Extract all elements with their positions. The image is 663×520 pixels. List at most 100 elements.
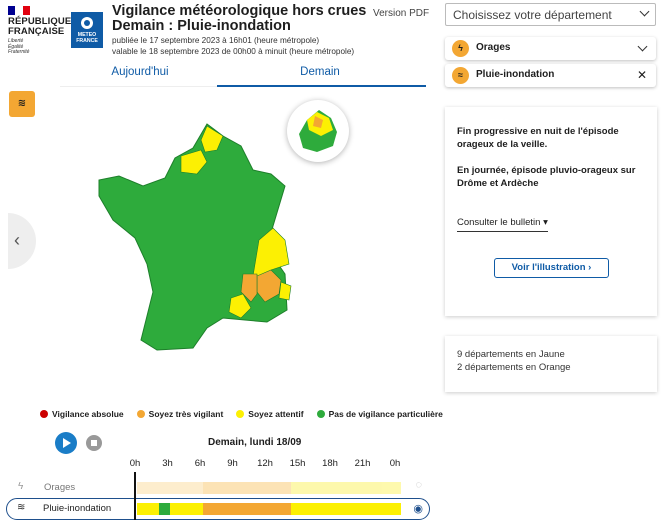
hour-label: 15h [289, 458, 306, 469]
orages-minimap-shape [299, 110, 337, 152]
close-icon[interactable]: ✕ [636, 68, 647, 82]
bulletin-text-1: Fin progressive en nuit de l'épisode ora… [457, 126, 619, 150]
meteo-logo-icon [81, 17, 93, 29]
row-label: Orages [44, 482, 76, 493]
nord-region[interactable] [200, 125, 224, 153]
consult-bulletin-dropdown[interactable]: Consulter le bulletin ▾ [457, 216, 548, 232]
hour-label: 0h [129, 458, 141, 469]
hour-label: 18h [322, 458, 338, 469]
tab-today[interactable]: Aujourd'hui [111, 66, 169, 78]
timeline-cursor[interactable] [134, 472, 136, 520]
eye-off-icon[interactable]: ◌ [415, 479, 422, 491]
play-button[interactable] [55, 432, 77, 454]
view-illustration-button[interactable]: Voir l'illustration › [494, 258, 609, 278]
orages-minimap[interactable] [287, 100, 349, 162]
metropole-region[interactable] [98, 123, 288, 351]
meteo-france-logo: METEO FRANCE [71, 12, 103, 48]
caret-down-icon: ▾ [543, 217, 548, 228]
legend-item: Pas de vigilance particulière [316, 409, 443, 419]
tab-tomorrow[interactable]: Demain [300, 66, 340, 78]
chevron-left-icon: ‹ [14, 230, 20, 250]
timeline-segment [203, 482, 291, 494]
var-region[interactable] [278, 281, 292, 301]
consult-bulletin-label: Consulter le bulletin [457, 217, 541, 228]
page-title: Vigilance météorologique hors crues Demai… [112, 4, 367, 34]
hour-label: 3h [162, 458, 173, 469]
legend-label: Soyez attentif [248, 409, 304, 419]
timeline-segment [137, 482, 203, 494]
republique-francaise-logo: RÉPUBLIQUE FRANÇAISE Liberté Égalité Frate… [8, 6, 72, 56]
gard-region[interactable] [228, 293, 252, 319]
hour-label: 21h [354, 458, 371, 469]
yellow-dot-icon [236, 410, 245, 418]
aisne-region[interactable] [180, 149, 208, 175]
meteo-logo-text: METEO FRANCE [76, 32, 98, 44]
day-tabs: Aujourd'hui Demain [60, 66, 426, 88]
timeline-segment [137, 503, 159, 515]
publication-info: publiée le 17 septembre 2023 à 16h01 (he… [112, 35, 354, 57]
legend-item: Soyez très vigilant [136, 409, 224, 419]
timeline-hours: 0h 3h 6h 9h 12h 15h 18h 21h 0h [120, 458, 420, 472]
chevron-down-icon[interactable] [637, 41, 648, 52]
title-line-2: Demain : Pluie-inondation [112, 18, 291, 34]
hour-label: 0h [389, 458, 401, 469]
rain-flood-icon: ≋ [17, 502, 26, 513]
department-select[interactable]: Choisissez votre département [445, 3, 656, 26]
flag-icon [8, 6, 30, 15]
lightning-icon: ϟ [452, 40, 469, 57]
chevron-right-icon: › [588, 262, 592, 273]
legend-label: Soyez très vigilant [148, 409, 224, 419]
hour-label: 9h [227, 458, 238, 469]
pdf-link[interactable]: Version PDF [373, 8, 430, 19]
bulletin-text-2: En journée, épisode pluvio-orageux sur D… [457, 165, 636, 189]
france-vigilance-map[interactable] [95, 122, 305, 372]
timeline-row-pluie-inondation[interactable]: ≋ Pluie-inondation ◉ [6, 498, 430, 520]
stop-button[interactable] [86, 435, 102, 451]
republic-line-2: FRANÇAISE [8, 26, 65, 37]
red-dot-icon [40, 410, 48, 418]
timeline-segment [170, 503, 203, 515]
legend-item: Soyez attentif [236, 409, 304, 419]
validity-date: valable le 18 septembre 2023 de 00h00 à … [112, 47, 355, 56]
eye-icon[interactable]: ◉ [413, 503, 423, 515]
hour-label: 12h [257, 458, 273, 469]
republic-line-1: RÉPUBLIQUE [8, 16, 72, 27]
title-line-1: Vigilance météorologique hors crues [112, 3, 367, 19]
timeline-date: Demain, lundi 18/09 [208, 437, 302, 448]
department-stats: 9 départements en Jaune 2 départements e… [445, 336, 657, 392]
hour-label: 6h [194, 458, 206, 469]
phenomenon-orages[interactable]: ϟ Orages [445, 37, 656, 60]
motto-2: Égalité [8, 43, 24, 50]
ardeche-region[interactable] [240, 273, 258, 303]
green-dot-icon [316, 410, 325, 418]
vigilance-legend: Vigilance absolue Soyez très vigilant So… [40, 409, 443, 419]
pluie-inondation-bar [137, 503, 401, 515]
phenomenon-pluie-inondation[interactable]: ≈ Pluie-inondation ✕ [445, 64, 656, 87]
orages-bar [137, 482, 401, 494]
rain-flood-icon: ≈ [452, 67, 469, 84]
timeline-segment [291, 482, 401, 494]
published-date: publiée le 17 septembre 2023 à 16h01 (he… [112, 36, 320, 45]
view-illustration-label: Voir l'illustration [511, 262, 586, 273]
motto-1: Liberté [8, 38, 24, 44]
previous-day-button[interactable]: ‹ [8, 213, 36, 269]
active-tab-indicator [217, 85, 426, 87]
stats-yellow: 9 départements en Jaune [457, 349, 565, 360]
phenomenon-label: Pluie-inondation [476, 69, 555, 80]
rain-flood-icon: ≋ [9, 91, 35, 117]
timeline-segment [291, 503, 401, 515]
timeline-segment [159, 503, 170, 515]
bulletin-panel: Fin progressive en nuit de l'épisode ora… [445, 107, 657, 316]
timeline-segment [203, 503, 291, 515]
legend-item: Vigilance absolue [40, 409, 124, 419]
legend-label: Vigilance absolue [52, 409, 124, 419]
lightning-icon: ϟ [18, 481, 24, 492]
motto-3: Fraternité [8, 49, 30, 55]
phenomenon-label: Orages [476, 42, 511, 53]
timeline-row-orages[interactable]: ϟ Orages ◌ [0, 478, 430, 497]
orange-dot-icon [136, 410, 145, 418]
row-label: Pluie-inondation [43, 503, 112, 514]
legend-label: Pas de vigilance particulière [328, 409, 443, 419]
stats-orange: 2 départements en Orange [457, 362, 571, 373]
chevron-down-icon [639, 6, 650, 17]
